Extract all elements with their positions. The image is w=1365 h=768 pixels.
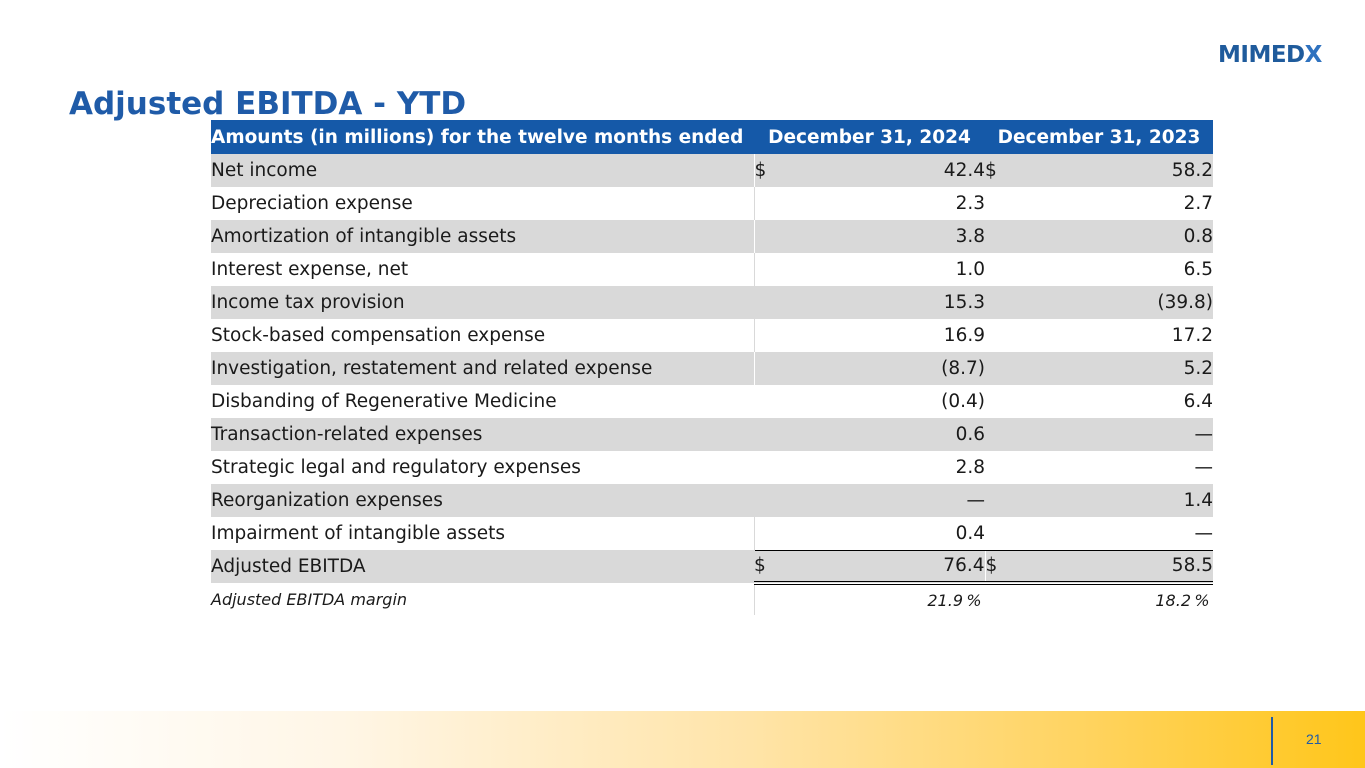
value-2024: 3.8 xyxy=(784,220,985,253)
value-2023: 2.7 xyxy=(1183,193,1213,214)
value-2023: 58.5 xyxy=(1015,549,1213,585)
table-row: Interest expense, net 1.0 6.5 xyxy=(211,253,1213,286)
footer-gradient-bar xyxy=(0,711,1365,768)
value-2024: 76.4 xyxy=(784,549,985,585)
table-header-row: Amounts (in millions) for the twelve mon… xyxy=(211,120,1213,154)
row-label: Transaction-related expenses xyxy=(211,418,754,451)
table-row: Impairment of intangible assets 0.4 — xyxy=(211,517,1213,550)
value-2024: 1.0 xyxy=(955,259,985,280)
value-2024: 16.9 xyxy=(943,325,985,346)
page-title: Adjusted EBITDA - YTD xyxy=(69,86,467,122)
row-label: Impairment of intangible assets xyxy=(211,523,506,544)
table-row: Transaction-related expenses 0.6 — xyxy=(211,418,1213,451)
value-2024: 2.3 xyxy=(955,193,985,214)
value-2023: — xyxy=(1015,418,1213,451)
percent-sign: % xyxy=(966,590,982,610)
value-2024: 0.4 xyxy=(955,522,985,544)
value-2023: — xyxy=(1194,522,1214,544)
currency-symbol: $ xyxy=(984,549,1015,585)
row-label: Reorganization expenses xyxy=(211,484,754,517)
row-label: Depreciation expense xyxy=(211,193,413,214)
row-label: Net income xyxy=(211,154,754,187)
table-row: Disbanding of Regenerative Medicine (0.4… xyxy=(211,385,1213,418)
value-2023: 6.5 xyxy=(1183,259,1213,280)
value-2023: 5.2 xyxy=(1015,352,1213,385)
value-2024: 2.8 xyxy=(955,457,985,478)
row-label: Stock-based compensation expense xyxy=(211,325,546,346)
percent-sign: % xyxy=(1194,590,1210,610)
row-label: Disbanding of Regenerative Medicine xyxy=(211,391,557,412)
value-2024: 21.9% xyxy=(784,583,985,615)
logo-text: MIMED xyxy=(1218,42,1305,68)
header-col-2023: December 31, 2023 xyxy=(985,120,1213,154)
currency-symbol: $ xyxy=(754,549,784,585)
ebitda-table: Amounts (in millions) for the twelve mon… xyxy=(211,120,1213,615)
table-row: Investigation, restatement and related e… xyxy=(211,352,1213,385)
table-row: Strategic legal and regulatory expenses … xyxy=(211,451,1213,484)
value-2023: 0.8 xyxy=(1015,220,1213,253)
value-2023: — xyxy=(1194,457,1214,478)
logo-x: X xyxy=(1304,42,1323,68)
mimedx-logo: MIMEDX xyxy=(1218,42,1330,72)
page-number: 21 xyxy=(1306,731,1322,747)
row-label: Adjusted EBITDA xyxy=(211,550,754,583)
value-2023: 17.2 xyxy=(1171,325,1213,346)
currency-symbol: $ xyxy=(753,154,784,187)
value-2024: — xyxy=(784,484,985,517)
margin-value-2024: 21.9 xyxy=(927,590,963,610)
table-row: Income tax provision 15.3 (39.8) xyxy=(211,286,1213,319)
value-2024: (0.4) xyxy=(941,391,985,412)
value-2023: 1.4 xyxy=(1015,484,1213,517)
margin-value-2023: 18.2 xyxy=(1155,590,1191,610)
footer-divider xyxy=(1271,717,1273,765)
value-2023: 58.2 xyxy=(1015,154,1213,187)
row-label: Investigation, restatement and related e… xyxy=(211,352,754,385)
value-2023: 18.2% xyxy=(1015,583,1213,615)
row-label: Amortization of intangible assets xyxy=(211,220,754,253)
value-2024: (8.7) xyxy=(784,352,985,385)
currency-symbol: $ xyxy=(985,154,1015,187)
row-label: Income tax provision xyxy=(211,286,754,319)
row-label: Interest expense, net xyxy=(211,259,409,280)
header-col-2024: December 31, 2024 xyxy=(754,120,985,154)
row-label: Adjusted EBITDA margin xyxy=(211,589,408,609)
table-row: Amortization of intangible assets 3.8 0.… xyxy=(211,220,1213,253)
total-row: Adjusted EBITDA $ 76.4 $ 58.5 xyxy=(211,549,1213,585)
value-2023: 6.4 xyxy=(1183,391,1213,412)
margin-row: Adjusted EBITDA margin 21.9% 18.2% xyxy=(211,583,1213,615)
value-2024: 0.6 xyxy=(784,418,985,451)
header-label: Amounts (in millions) for the twelve mon… xyxy=(211,120,754,154)
table-row: Net income $ 42.4 $ 58.2 xyxy=(211,154,1213,187)
value-2024: 42.4 xyxy=(784,154,985,187)
table-row: Reorganization expenses — 1.4 xyxy=(211,484,1213,517)
table-row: Stock-based compensation expense 16.9 17… xyxy=(211,319,1213,352)
value-2024: 15.3 xyxy=(784,286,985,319)
row-label: Strategic legal and regulatory expenses xyxy=(211,457,581,478)
value-2023: (39.8) xyxy=(1015,286,1213,319)
table-row: Depreciation expense 2.3 2.7 xyxy=(211,187,1213,220)
